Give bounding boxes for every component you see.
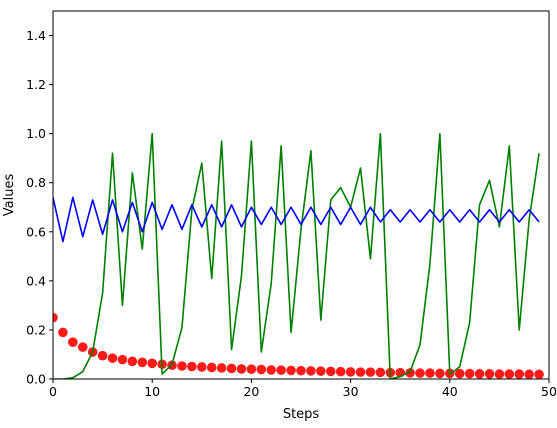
series-point-0-48 — [524, 369, 534, 379]
series-point-0-41 — [454, 368, 465, 379]
series-point-0-42 — [464, 368, 475, 379]
x-tick-label: 30 — [343, 384, 359, 399]
series-point-0-15 — [197, 362, 207, 372]
series-point-0-18 — [226, 363, 237, 374]
series-point-0-21 — [256, 364, 267, 375]
x-tick-label: 50 — [541, 384, 557, 399]
y-tick-label: 1.4 — [26, 28, 46, 43]
series-point-0-38 — [425, 368, 435, 378]
series-point-0-17 — [216, 363, 227, 373]
series-point-0-7 — [117, 354, 128, 365]
series-line-1 — [53, 132, 540, 379]
series-point-0-2 — [68, 337, 78, 348]
y-tick-label: 0.6 — [26, 224, 46, 239]
x-tick-label: 20 — [243, 384, 259, 399]
series-point-0-0 — [53, 312, 58, 323]
series-point-0-37 — [415, 368, 425, 378]
series-point-0-30 — [345, 367, 356, 377]
y-tick-label: 0.2 — [26, 322, 46, 337]
series-point-0-45 — [494, 369, 505, 379]
series-point-0-13 — [177, 361, 187, 371]
x-tick-label: 40 — [442, 384, 458, 399]
y-tick-label: 1.2 — [26, 77, 46, 92]
series-point-0-33 — [375, 367, 386, 378]
series-point-0-19 — [236, 364, 247, 374]
series-point-0-24 — [286, 365, 296, 376]
series-point-0-3 — [77, 342, 88, 352]
y-tick-label: 0.4 — [26, 273, 46, 288]
series-point-0-49 — [534, 369, 544, 379]
series-point-0-27 — [316, 366, 326, 376]
y-tick-label: 0.8 — [26, 175, 46, 190]
series-line-2 — [53, 196, 540, 243]
series-point-0-23 — [276, 365, 286, 375]
series-point-0-9 — [137, 357, 148, 368]
series-point-0-36 — [405, 368, 415, 378]
series-point-0-32 — [365, 367, 376, 377]
series-point-0-28 — [325, 366, 336, 377]
x-tick-label: 10 — [144, 384, 160, 399]
series-point-0-46 — [504, 369, 515, 379]
y-axis-ticks: 0.0 0.2 0.4 0.6 0.8 1.0 1.2 1.4 — [26, 28, 53, 387]
series-point-0-43 — [474, 369, 485, 379]
series-point-0-20 — [246, 364, 257, 374]
series-point-0-25 — [296, 365, 306, 376]
plot-series-layer — [53, 132, 544, 379]
series-point-0-16 — [206, 362, 217, 373]
x-axis-label: Steps — [283, 407, 320, 422]
series-point-0-5 — [97, 350, 108, 361]
series-point-0-39 — [435, 368, 445, 379]
series-point-0-1 — [58, 327, 68, 338]
series-point-0-44 — [484, 369, 495, 379]
series-point-0-29 — [335, 366, 346, 377]
series-point-0-31 — [355, 367, 366, 377]
series-point-0-6 — [107, 353, 118, 363]
series-point-0-10 — [147, 358, 157, 369]
y-axis-label: Values — [2, 174, 17, 217]
plot-frame — [52, 10, 550, 380]
y-tick-label: 1.0 — [26, 126, 46, 141]
x-tick-label: 0 — [49, 384, 57, 399]
series-point-0-22 — [266, 365, 277, 375]
series-point-0-47 — [514, 369, 525, 379]
series-point-0-26 — [306, 366, 316, 376]
series-point-0-8 — [127, 356, 138, 367]
x-axis-ticks: 0 10 20 30 40 50 — [49, 379, 557, 399]
series-point-0-14 — [187, 361, 197, 372]
y-tick-label: 0.0 — [26, 372, 46, 387]
